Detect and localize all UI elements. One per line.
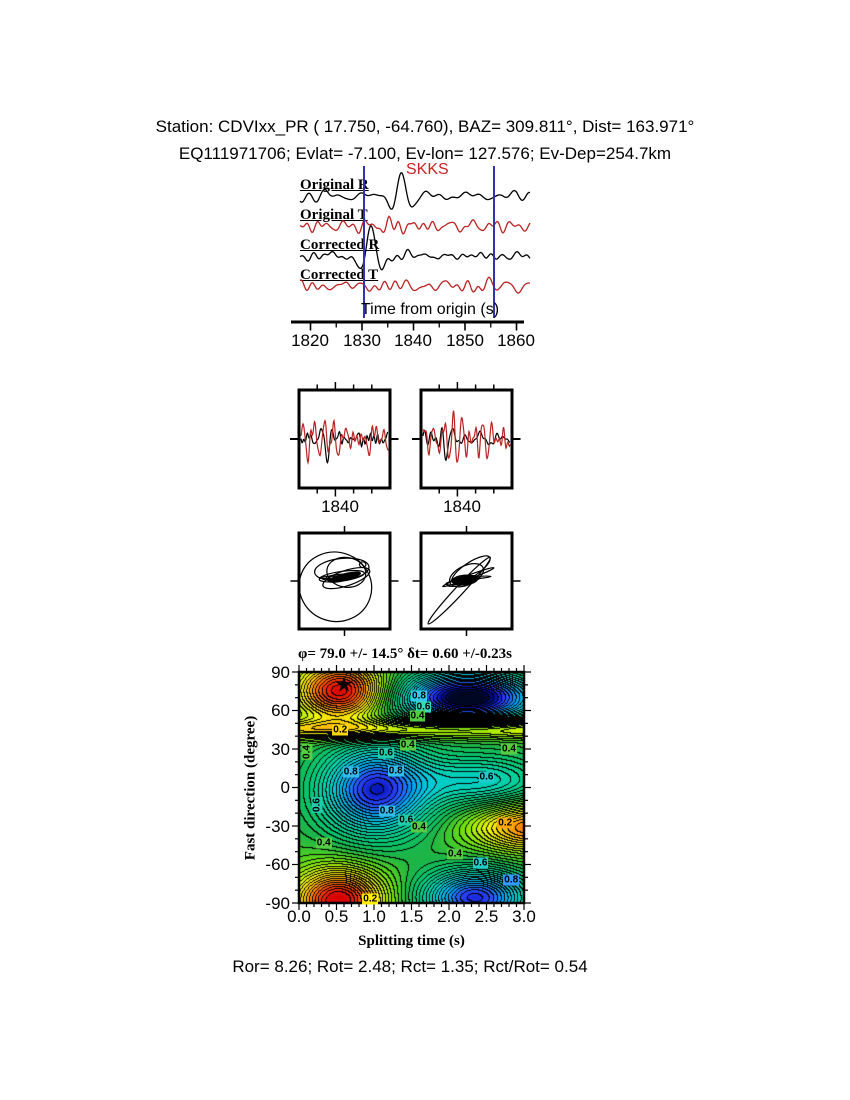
- time-tick-1840: 1840: [394, 331, 432, 350]
- pm-orbit-ellipse: [450, 575, 492, 581]
- waveform-box-frame: [297, 388, 392, 490]
- xtick-1.0: 1.0: [362, 907, 386, 926]
- particle-motion-box-right: [412, 526, 521, 636]
- window-waveform-box-left: [290, 382, 399, 497]
- trace-label-original-r: Original R: [300, 177, 369, 193]
- time-axis: [291, 320, 524, 331]
- time-tick-1820: 1820: [291, 331, 329, 350]
- contour-title: φ= 79.0 +/- 14.5° δt= 0.60 +/-0.23s: [298, 646, 512, 662]
- phase-label-skks: SKKS: [406, 161, 449, 178]
- window-trace-1: [300, 418, 389, 465]
- time-axis-title: Time from origin (s): [360, 301, 500, 318]
- xtick-0.5: 0.5: [324, 907, 349, 926]
- ytick-m30: -30: [265, 817, 290, 836]
- seismogram-trace-1: [299, 215, 531, 235]
- pm-orbit-ellipse: [300, 551, 373, 623]
- ytick-m90: -90: [265, 894, 290, 913]
- ytick-90: 90: [271, 663, 290, 682]
- xtick-2.5: 2.5: [474, 907, 499, 926]
- trace-label-corrected-r: Corrected R: [300, 237, 380, 253]
- time-tick-1860: 1860: [497, 331, 535, 350]
- pm-box-frame: [419, 531, 514, 631]
- particle-motion-box-left: [290, 526, 399, 636]
- seismogram-trace-3: [299, 276, 531, 294]
- xtick-1.5: 1.5: [399, 907, 424, 926]
- contour-x-axis-label: Splitting time (s): [358, 933, 465, 949]
- contour-frame-ticks: [292, 665, 531, 910]
- pm-orbit-ellipse: [427, 556, 492, 625]
- pm-box-frame: [297, 531, 392, 631]
- xtick-3.0: 3.0: [512, 907, 536, 926]
- seismogram-trace-2: [299, 224, 531, 271]
- contour-frame: [297, 670, 526, 905]
- waveform-box-frame: [419, 388, 514, 490]
- event-header-line: EQ111971706; Evlat= -7.100, Ev-lon= 127.…: [178, 144, 672, 163]
- window-trace-0: [422, 426, 511, 462]
- window-waveform-box-right: [412, 382, 521, 497]
- station-header-line: Station: CDVIxx_PR ( 17.750, -64.760), B…: [155, 117, 695, 136]
- ytick-60: 60: [271, 701, 290, 720]
- window-trace-1: [422, 410, 511, 464]
- trace-label-corrected-t: Corrected T: [300, 267, 379, 283]
- xtick-2.0: 2.0: [437, 907, 461, 926]
- time-tick-1830: 1830: [343, 331, 381, 350]
- ytick-m60: -60: [265, 855, 290, 874]
- pm-orbit-ellipse: [358, 561, 367, 569]
- trace-label-original-t: Original T: [300, 207, 368, 223]
- window-box-label-left: 1840: [321, 497, 359, 516]
- xtick-0.0: 0.0: [287, 907, 311, 926]
- stats-line: Ror= 8.26; Rot= 2.48; Rct= 1.35; Rct/Rot…: [232, 957, 588, 976]
- window-box-label-right: 1840: [443, 497, 481, 516]
- pm-orbit-ellipse: [318, 575, 358, 580]
- time-tick-1850: 1850: [446, 331, 484, 350]
- seismogram-trace-0: [299, 172, 531, 210]
- ytick-0: 0: [280, 778, 290, 797]
- seismogram-traces: [299, 166, 531, 318]
- pm-orbit-ellipse: [442, 567, 495, 588]
- ytick-30: 30: [271, 740, 290, 759]
